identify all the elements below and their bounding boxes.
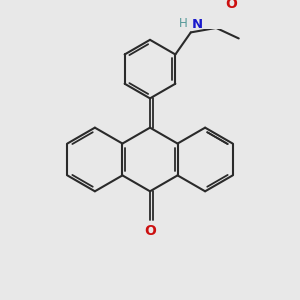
Text: N: N xyxy=(192,18,203,32)
Text: O: O xyxy=(144,224,156,238)
Text: O: O xyxy=(225,0,237,11)
Text: H: H xyxy=(179,17,188,31)
